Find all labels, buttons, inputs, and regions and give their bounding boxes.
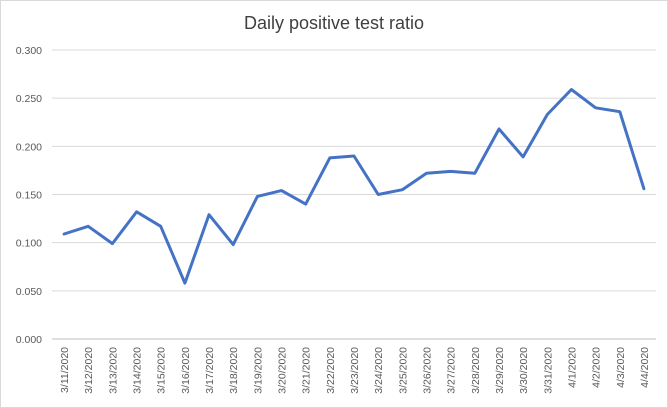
x-tick-label: 3/11/2020 <box>59 347 71 393</box>
y-tick-label: 0.100 <box>16 238 42 250</box>
x-tick-label: 3/25/2020 <box>397 347 409 394</box>
x-tick-label: 3/21/2020 <box>301 347 313 394</box>
x-tick-label: 3/22/2020 <box>325 347 337 394</box>
x-tick-label: 4/4/2020 <box>639 347 651 388</box>
x-tick-label: 3/26/2020 <box>421 347 433 394</box>
x-tick-label: 3/20/2020 <box>277 347 289 394</box>
series-line <box>62 88 646 285</box>
x-tick-label: 4/1/2020 <box>566 347 578 388</box>
x-tick-label: 3/16/2020 <box>180 347 192 394</box>
x-tick-label: 3/12/2020 <box>83 347 95 394</box>
y-tick-label: 0.000 <box>16 334 42 346</box>
x-tick-label: 3/29/2020 <box>494 347 506 394</box>
x-tick-label: 3/13/2020 <box>107 347 119 394</box>
x-tick-label: 3/27/2020 <box>446 347 458 394</box>
x-tick-label: 3/18/2020 <box>228 347 240 394</box>
y-tick-label: 0.300 <box>16 45 42 57</box>
x-tick-label: 3/28/2020 <box>470 347 482 394</box>
x-tick-label: 3/24/2020 <box>373 347 385 394</box>
y-tick-label: 0.200 <box>16 141 42 153</box>
x-tick-label: 3/15/2020 <box>156 347 168 394</box>
chart-title: Daily positive test ratio <box>243 13 425 33</box>
x-tick-label: 4/2/2020 <box>591 347 603 388</box>
x-tick-label: 3/31/2020 <box>542 347 554 394</box>
y-tick-label: 0.150 <box>16 190 42 202</box>
x-tick-label: 3/14/2020 <box>132 347 144 394</box>
x-tick-label: 3/17/2020 <box>204 347 216 394</box>
x-tick-label: 3/23/2020 <box>349 347 361 394</box>
x-tick-label: 3/30/2020 <box>518 347 530 394</box>
x-tick-label: 3/19/2020 <box>252 347 264 394</box>
y-tick-label: 0.250 <box>16 93 42 105</box>
y-tick-label: 0.050 <box>16 286 42 298</box>
x-tick-label: 4/3/2020 <box>615 347 627 388</box>
